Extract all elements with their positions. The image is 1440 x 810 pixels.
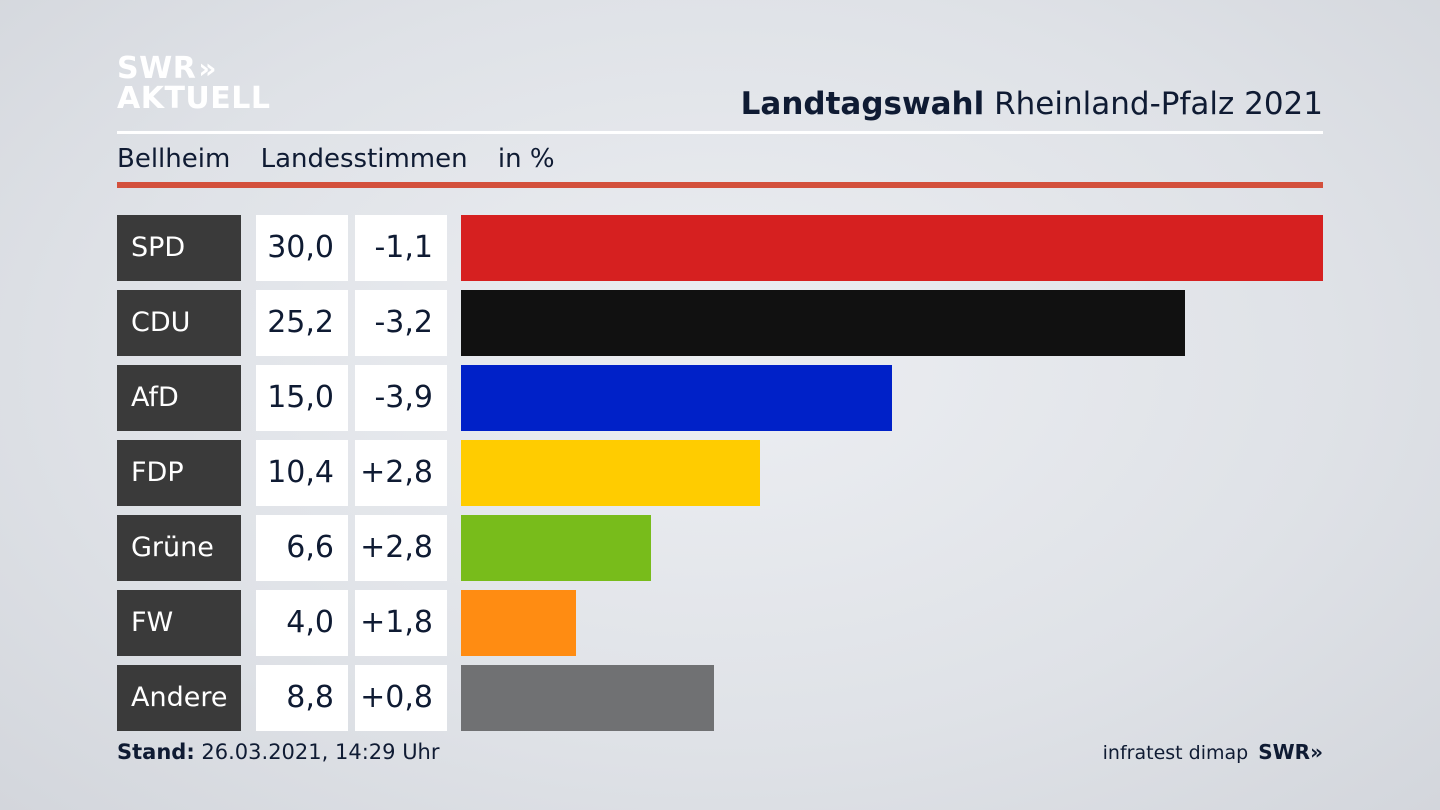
chart-row: Grüne 6,6 +2,8: [117, 515, 1323, 581]
swr-aktuell-logo: SWR» AKTUELL: [117, 54, 271, 114]
share-value-label: 6,6: [256, 515, 348, 581]
change-value-label: +2,8: [355, 515, 447, 581]
source-name: infratest dimap: [1102, 742, 1249, 764]
party-label: AfD: [117, 365, 241, 431]
logo-arrows-icon: »: [198, 52, 216, 85]
chart-subheader: Bellheim Landesstimmen in %: [117, 144, 577, 174]
source-credit: infratest dimap SWR»: [1103, 740, 1323, 764]
logo-aktuell-text: AKTUELL: [117, 81, 271, 116]
chart-row: FDP 10,4 +2,8: [117, 440, 1323, 506]
share-value-label: 4,0: [256, 590, 348, 656]
share-value-label: 8,8: [256, 665, 348, 731]
change-value-label: +2,8: [355, 440, 447, 506]
party-label: FDP: [117, 440, 241, 506]
bar-afd: [461, 365, 892, 431]
chart-row: Andere 8,8 +0,8: [117, 665, 1323, 731]
party-label: SPD: [117, 215, 241, 281]
chart-row: CDU 25,2 -3,2: [117, 290, 1323, 356]
party-label: FW: [117, 590, 241, 656]
measure-label: Landesstimmen: [260, 144, 468, 174]
change-value-label: +0,8: [355, 665, 447, 731]
change-value-label: -3,2: [355, 290, 447, 356]
stand-value: 26.03.2021, 14:29 Uhr: [201, 740, 440, 764]
chart-row: FW 4,0 +1,8: [117, 590, 1323, 656]
bar-gr-ne: [461, 515, 651, 581]
title-rest: Rheinland-Pfalz 2021: [994, 86, 1323, 122]
bar-spd: [461, 215, 1323, 281]
title-bold: Landtagswahl: [740, 86, 985, 122]
header-divider: [117, 131, 1323, 134]
share-value-label: 25,2: [256, 290, 348, 356]
bar-fdp: [461, 440, 760, 506]
source-brand-logo: SWR»: [1258, 740, 1323, 764]
party-label: Andere: [117, 665, 241, 731]
logo-swr-text: SWR: [117, 51, 197, 86]
chart-row: AfD 15,0 -3,9: [117, 365, 1323, 431]
change-value-label: -1,1: [355, 215, 447, 281]
share-value-label: 15,0: [256, 365, 348, 431]
source-arrows-icon: »: [1310, 740, 1323, 764]
timestamp: Stand: 26.03.2021, 14:29 Uhr: [117, 740, 440, 764]
stand-label: Stand:: [117, 740, 195, 764]
change-value-label: -3,9: [355, 365, 447, 431]
change-value-label: +1,8: [355, 590, 447, 656]
share-value-label: 10,4: [256, 440, 348, 506]
source-brand-text: SWR: [1258, 740, 1311, 764]
party-label: Grüne: [117, 515, 241, 581]
bar-andere: [461, 665, 714, 731]
chart-row: SPD 30,0 -1,1: [117, 215, 1323, 281]
share-value-label: 30,0: [256, 215, 348, 281]
party-label: CDU: [117, 290, 241, 356]
place-label: Bellheim: [117, 144, 231, 174]
unit-label: in %: [497, 144, 555, 174]
bar-fw: [461, 590, 576, 656]
accent-divider: [117, 182, 1323, 188]
page-title: Landtagswahl Rheinland-Pfalz 2021: [741, 86, 1323, 122]
bar-cdu: [461, 290, 1185, 356]
